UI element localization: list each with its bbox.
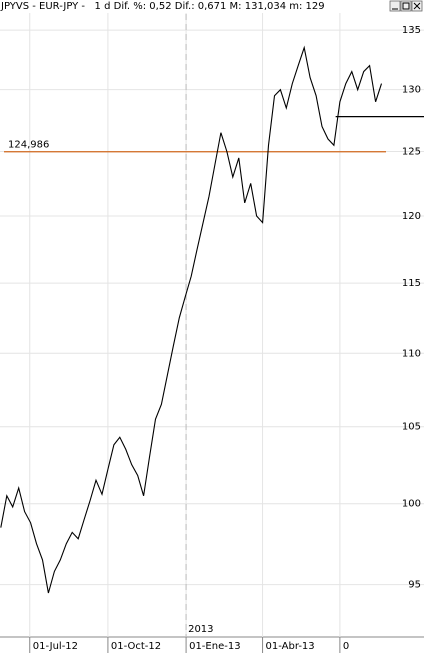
- y-tick-label: 110: [402, 348, 421, 359]
- header-bar: [0, 0, 424, 13]
- window-button[interactable]: [389, 0, 401, 12]
- x-tick-label: 01-Ene-13: [189, 641, 240, 652]
- y-tick-label: 95: [408, 580, 421, 591]
- y-tick-label: 130: [402, 85, 421, 96]
- year-label: 2013: [188, 624, 213, 635]
- y-tick-label: 100: [402, 499, 421, 510]
- level-label: 124,986: [8, 140, 49, 151]
- button-icon: [402, 2, 410, 10]
- y-tick-label: 135: [402, 25, 421, 36]
- x-tick-label: 01-Jul-12: [33, 641, 78, 652]
- x-tick-label: 0: [343, 641, 349, 652]
- x-tick-label: 01-Abr-13: [266, 641, 315, 652]
- y-tick-label: 105: [402, 422, 421, 433]
- y-tick-label: 125: [402, 147, 421, 158]
- header-title: JPYVS - EUR-JPY - 1 d Dif. %: 0,52 Dif.:…: [0, 1, 325, 12]
- x-tick-label: 01-Oct-12: [111, 641, 161, 652]
- y-tick-label: 115: [402, 278, 421, 289]
- window-button[interactable]: [400, 0, 412, 12]
- price-line: [0, 45, 383, 594]
- button-icon: [413, 2, 421, 10]
- y-tick-label: 120: [402, 211, 421, 222]
